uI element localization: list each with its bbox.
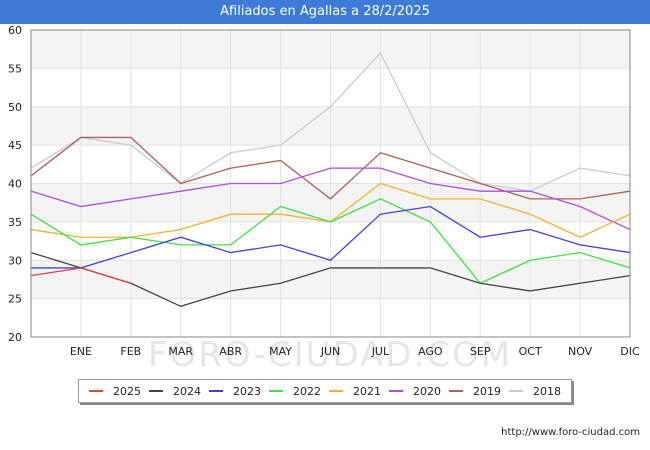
legend-label: 2025: [113, 384, 141, 398]
legend-item-2021: 2021: [329, 385, 381, 398]
y-tick-label: 35: [8, 216, 22, 229]
series-line-2022: [30, 198, 631, 285]
x-tick-label: NOV: [568, 345, 593, 358]
legend-swatch: [449, 390, 463, 392]
series-line-2019: [30, 136, 631, 200]
y-tick-label: 45: [8, 139, 22, 152]
x-tick-label: ENE: [70, 345, 92, 358]
legend-swatch: [209, 390, 223, 392]
y-tick-label: 20: [8, 331, 22, 344]
legend-label: 2023: [233, 384, 261, 398]
x-axis-ticks: ENE FEB MAR ABR MAY JUN JUL AGO SEP OCT NOV DIC: [70, 345, 640, 358]
y-tick-label: 25: [8, 293, 22, 306]
y-tick-label: 30: [8, 254, 22, 267]
y-tick-label: 50: [8, 101, 22, 114]
legend-label: 2018: [533, 384, 561, 398]
y-tick-label: 60: [8, 24, 22, 37]
grid-bands: [31, 29, 630, 338]
x-tick-label: OCT: [519, 345, 542, 358]
series-line-2023: [31, 205, 631, 269]
x-tick-label: DIC: [620, 345, 640, 358]
series-lines: [30, 51, 631, 307]
legend-label: 2022: [293, 384, 321, 398]
legend-label: 2020: [413, 384, 441, 398]
legend-item-2024: 2024: [149, 385, 201, 398]
source-url: http://www.foro-ciudad.com: [501, 427, 640, 438]
legend-item-2025: 2025: [89, 385, 141, 398]
x-tick-label: FEB: [120, 345, 141, 358]
legend-swatch: [89, 390, 103, 392]
chart-title: Afiliados en Agallas a 28/2/2025: [0, 0, 650, 24]
legend-label: 2019: [473, 384, 501, 398]
legend-label: 2024: [173, 384, 201, 398]
y-tick-label: 55: [8, 62, 22, 75]
x-tick-label: SEP: [470, 345, 491, 358]
legend-item-2023: 2023: [209, 385, 261, 398]
x-tick-label: MAR: [168, 345, 193, 358]
legend-label: 2021: [353, 384, 381, 398]
legend-item-2019: 2019: [449, 385, 501, 398]
legend-item-2018: 2018: [509, 385, 561, 398]
x-tick-label: JUN: [320, 345, 341, 358]
x-tick-label: MAY: [269, 345, 292, 358]
series-line-2025: [30, 267, 132, 284]
y-axis-ticks: 20 25 30 35 40 45 50 55 60: [8, 24, 22, 344]
legend-swatch: [509, 390, 523, 392]
x-tick-label: JUL: [371, 345, 390, 358]
legend-swatch: [269, 390, 283, 392]
y-tick-label: 40: [8, 178, 22, 191]
legend-swatch: [389, 390, 403, 392]
legend: 2025 2024 2023 2022 2021 2020 2019 2018: [78, 379, 572, 403]
watermark: FORO-CIUDAD.COM: [148, 335, 512, 375]
legend-item-2020: 2020: [389, 385, 441, 398]
series-line-2020: [30, 167, 631, 231]
legend-swatch: [149, 390, 163, 392]
legend-item-2022: 2022: [269, 385, 321, 398]
plot-frame: [30, 29, 631, 338]
x-tick-label: ABR: [219, 345, 242, 358]
x-tick-label: AGO: [418, 345, 443, 358]
legend-swatch: [329, 390, 343, 392]
